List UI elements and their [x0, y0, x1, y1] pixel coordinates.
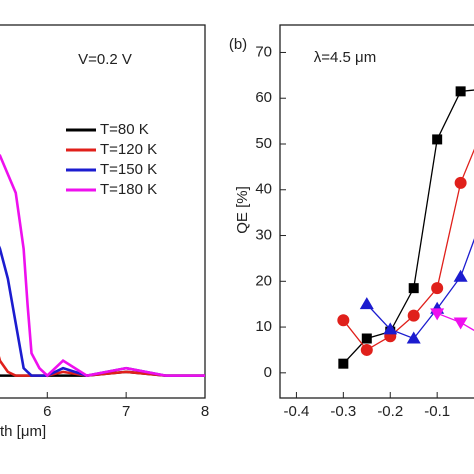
- legend-label: T=80 K: [100, 121, 149, 138]
- marker: [359, 297, 374, 310]
- marker: [430, 308, 445, 321]
- marker: [454, 176, 467, 189]
- y-tick-label: 60: [255, 89, 272, 106]
- x-tick-label: 7: [122, 403, 130, 420]
- series-line: [0, 356, 205, 377]
- marker: [406, 331, 421, 344]
- y-tick-label: 40: [255, 181, 272, 198]
- y-tick-label: 0: [264, 364, 272, 381]
- marker: [338, 358, 349, 369]
- x-tick-label: -0.3: [330, 403, 356, 420]
- x-tick-label: 6: [43, 403, 51, 420]
- x-tick-label: -0.2: [377, 403, 403, 420]
- legend-label: T=180 K: [100, 181, 157, 198]
- chart-panel: -0.4-0.3-0.2-0.10010203040506070λ=4.5 μm…: [229, 24, 474, 420]
- series-line: [366, 238, 474, 340]
- legend-label: T=120 K: [100, 141, 157, 158]
- marker: [337, 314, 350, 327]
- marker: [407, 309, 420, 322]
- marker: [453, 269, 468, 282]
- y-tick-label: 50: [255, 135, 272, 152]
- annotation: λ=4.5 μm: [314, 49, 376, 66]
- marker: [453, 317, 468, 330]
- series-line: [342, 89, 474, 365]
- plot-frame: [279, 24, 474, 399]
- marker: [432, 134, 443, 145]
- y-tick-label: 10: [255, 318, 272, 335]
- y-tick-label: 20: [255, 272, 272, 289]
- chart-panel: 6 7 8 V=0.2 V th [μm] T=80 K T=120 K T=150 K T=1…: [0, 24, 209, 440]
- panel-label: (b): [229, 36, 247, 53]
- plot-frame: [0, 24, 206, 399]
- y-tick-label: 30: [255, 226, 272, 243]
- marker: [431, 282, 444, 295]
- legend-label: T=150 K: [100, 161, 157, 178]
- x-tick-label: -0.4: [283, 403, 309, 420]
- x-tick-label: 8: [201, 403, 209, 420]
- marker: [383, 322, 398, 335]
- marker: [408, 283, 419, 294]
- marker: [360, 343, 373, 356]
- marker: [455, 86, 466, 97]
- series-line: [0, 153, 205, 378]
- x-axis-label: th [μm]: [0, 423, 46, 440]
- x-tick-label: -0.1: [424, 403, 450, 420]
- series-line: [436, 312, 474, 332]
- marker: [361, 333, 372, 344]
- annotation: V=0.2 V: [78, 51, 132, 68]
- y-axis-label: QE [%]: [234, 186, 251, 234]
- y-tick-label: 70: [255, 43, 272, 60]
